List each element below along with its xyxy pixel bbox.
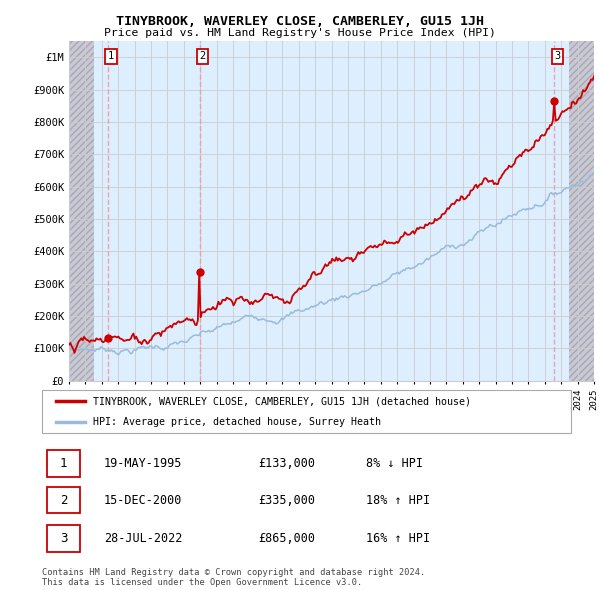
Text: 3: 3 (60, 532, 67, 545)
Text: 19-MAY-1995: 19-MAY-1995 (104, 457, 182, 470)
Text: Price paid vs. HM Land Registry's House Price Index (HPI): Price paid vs. HM Land Registry's House … (104, 28, 496, 38)
Text: 16% ↑ HPI: 16% ↑ HPI (366, 532, 430, 545)
Text: £133,000: £133,000 (258, 457, 315, 470)
Text: Contains HM Land Registry data © Crown copyright and database right 2024.
This d: Contains HM Land Registry data © Crown c… (42, 568, 425, 587)
FancyBboxPatch shape (47, 526, 80, 552)
Text: 2: 2 (60, 493, 67, 507)
Text: 1: 1 (108, 51, 114, 61)
Bar (69, 41, 94, 381)
Text: TINYBROOK, WAVERLEY CLOSE, CAMBERLEY, GU15 1JH (detached house): TINYBROOK, WAVERLEY CLOSE, CAMBERLEY, GU… (94, 396, 472, 407)
Text: TINYBROOK, WAVERLEY CLOSE, CAMBERLEY, GU15 1JH: TINYBROOK, WAVERLEY CLOSE, CAMBERLEY, GU… (116, 15, 484, 28)
Text: 28-JUL-2022: 28-JUL-2022 (104, 532, 182, 545)
Bar (569, 41, 594, 381)
Text: £335,000: £335,000 (258, 493, 315, 507)
FancyBboxPatch shape (42, 391, 571, 433)
Text: 2: 2 (200, 51, 206, 61)
Text: 8% ↓ HPI: 8% ↓ HPI (366, 457, 423, 470)
Text: 18% ↑ HPI: 18% ↑ HPI (366, 493, 430, 507)
FancyBboxPatch shape (47, 450, 80, 477)
Text: 1: 1 (60, 457, 67, 470)
Text: HPI: Average price, detached house, Surrey Heath: HPI: Average price, detached house, Surr… (94, 417, 382, 427)
Text: 15-DEC-2000: 15-DEC-2000 (104, 493, 182, 507)
FancyBboxPatch shape (47, 487, 80, 513)
Text: £865,000: £865,000 (258, 532, 315, 545)
Text: 3: 3 (554, 51, 560, 61)
